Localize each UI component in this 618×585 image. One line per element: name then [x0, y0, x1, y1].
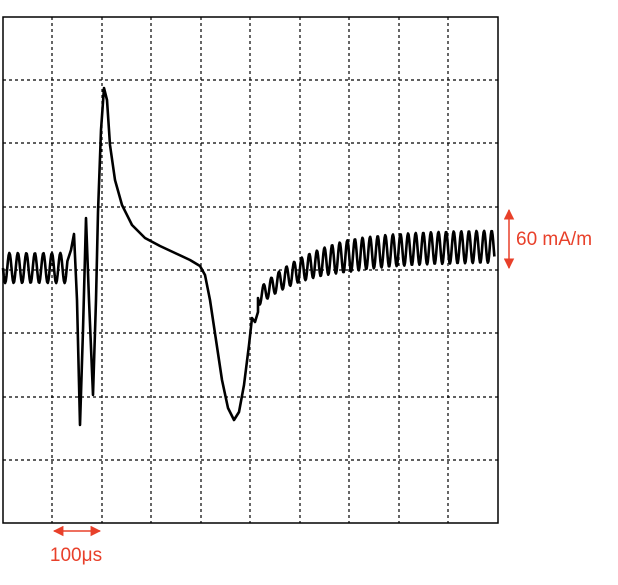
waveform — [1, 86, 496, 427]
scale-label: 60 mA/m — [516, 229, 592, 250]
time-label: 100μs — [50, 545, 102, 566]
grid — [3, 17, 498, 523]
